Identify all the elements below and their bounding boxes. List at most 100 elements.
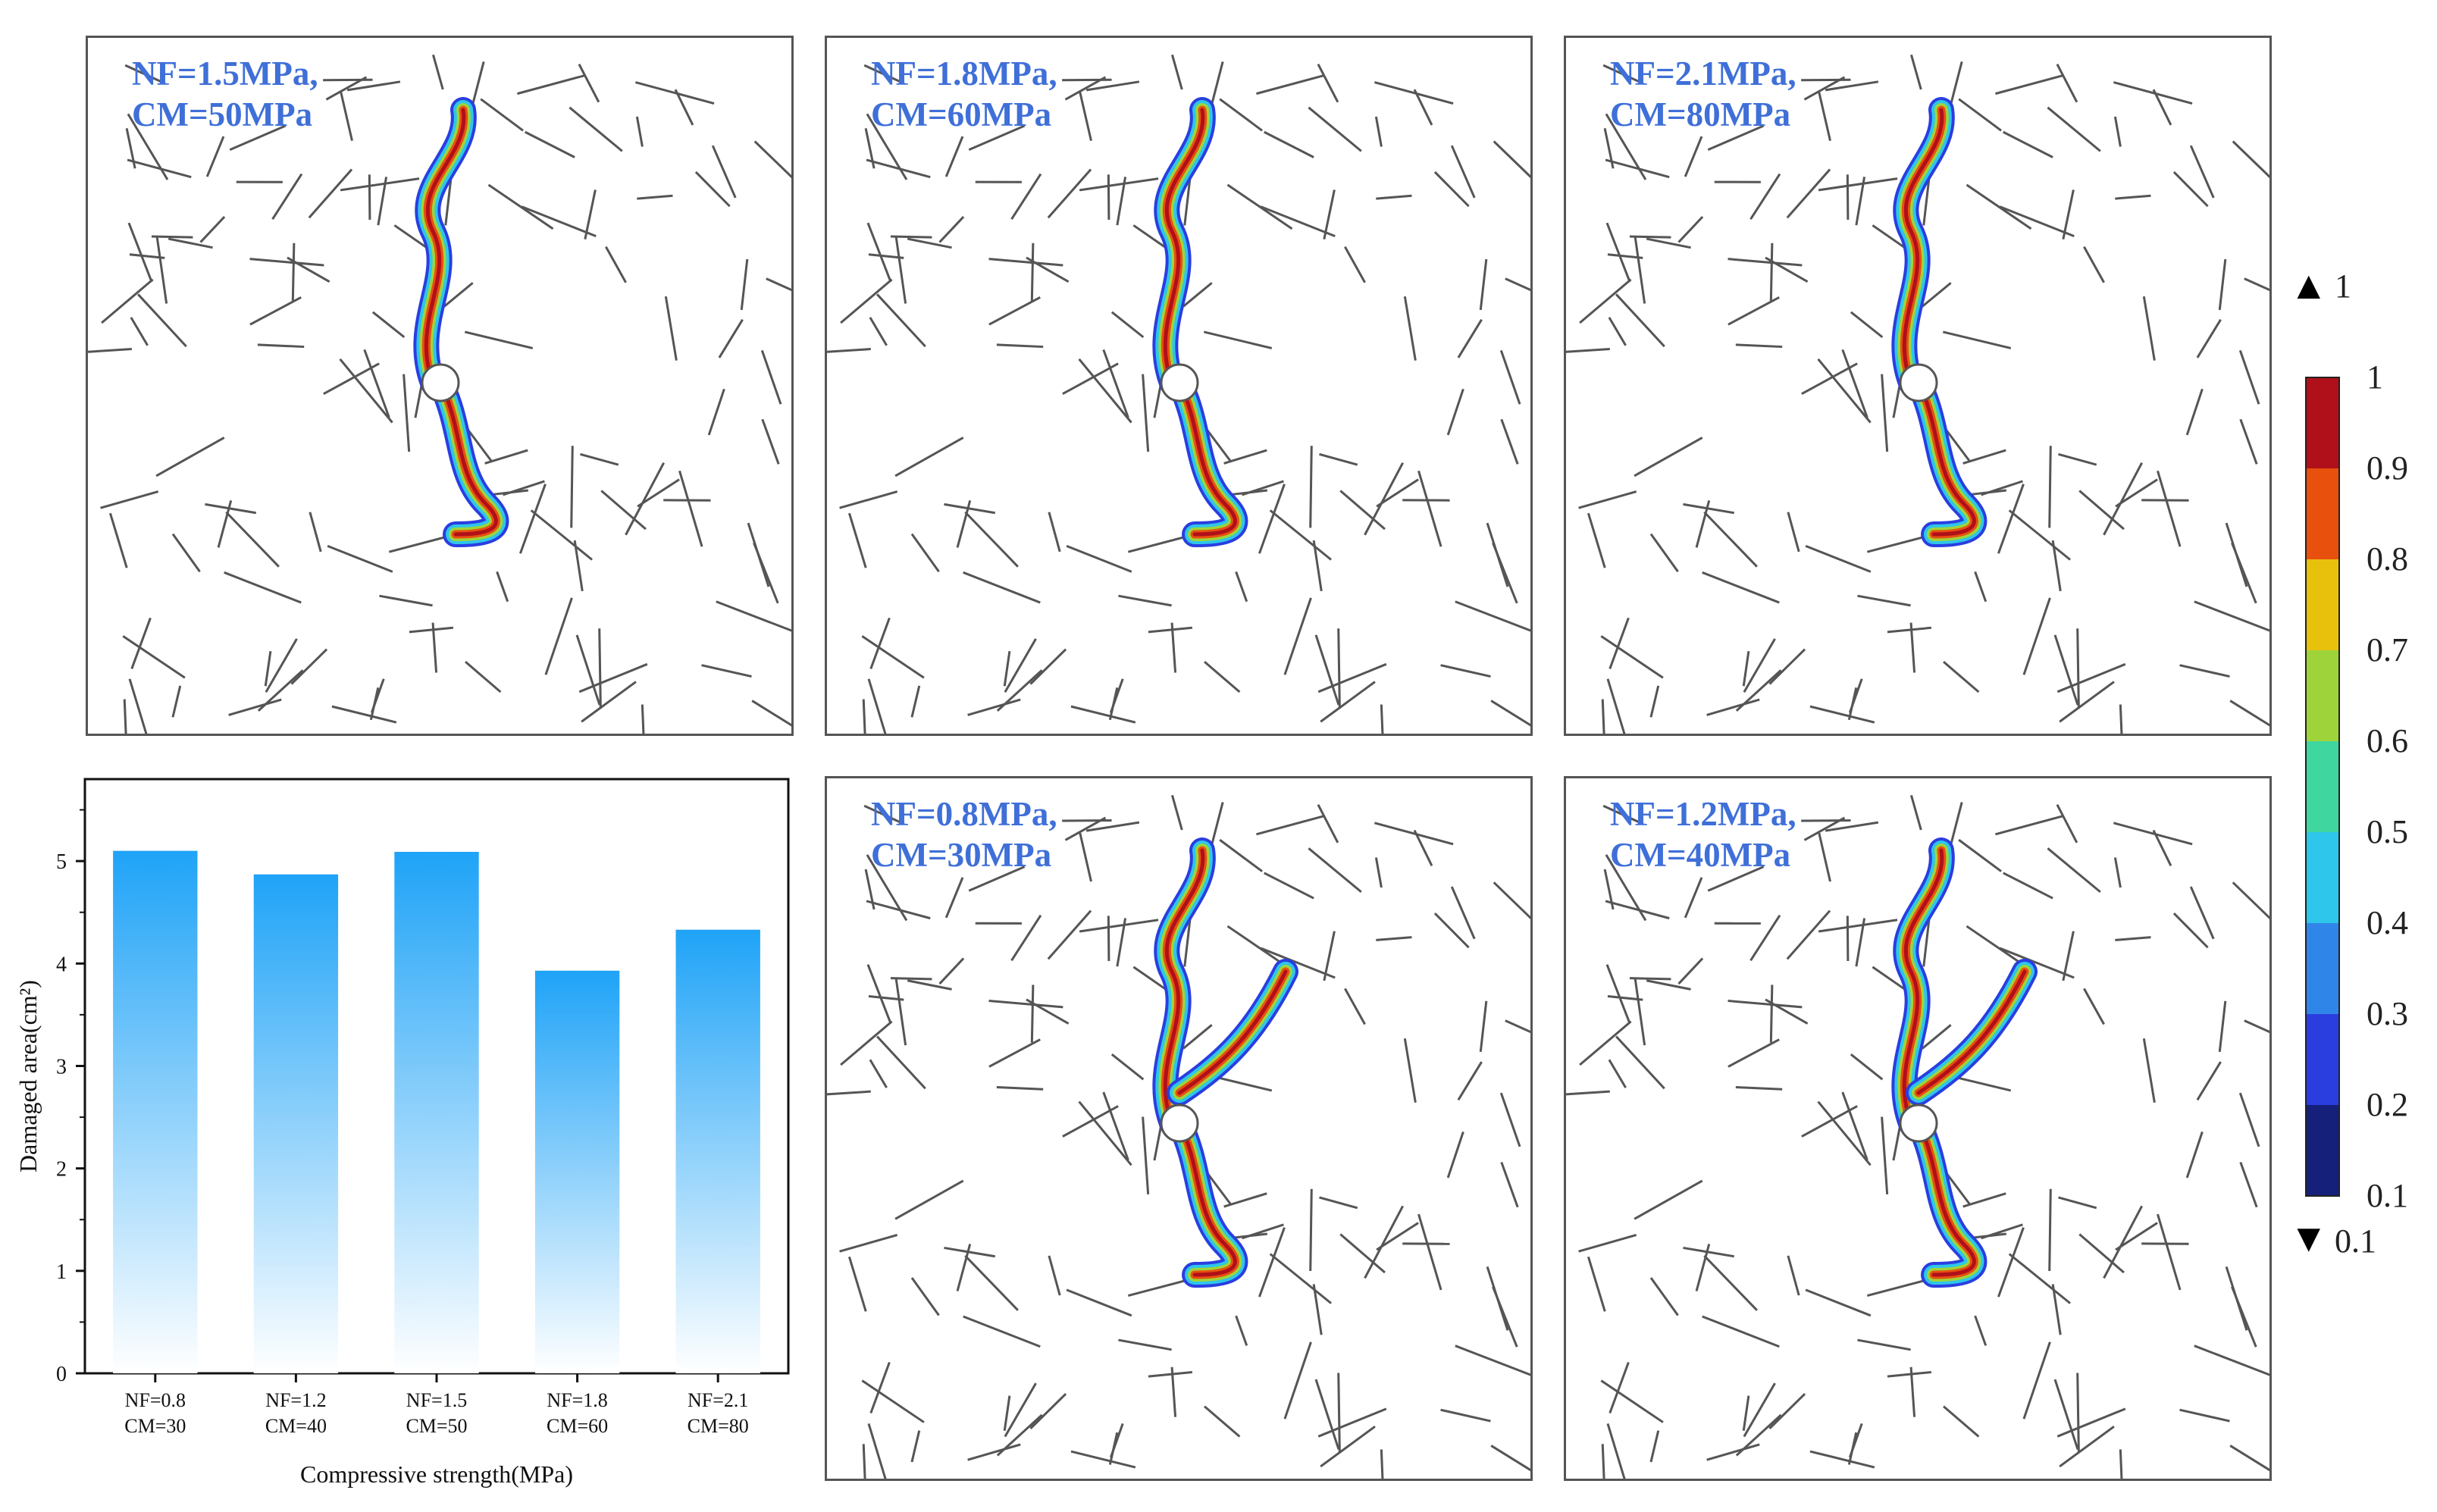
natural-fracture [1685,136,1702,177]
natural-fracture [1787,170,1830,218]
natural-fracture [1751,916,1780,961]
natural-fracture [2050,446,2051,527]
natural-fracture [2191,887,2213,939]
colorbar-segment [2306,559,2339,651]
natural-fracture [1071,1451,1135,1467]
natural-fracture [2197,320,2221,358]
natural-fracture [763,419,778,464]
colorbar-segment [2306,1105,2339,1197]
natural-fracture [1339,628,1340,709]
natural-fracture [1646,239,1690,248]
natural-fracture [503,481,545,495]
natural-fracture [324,364,379,394]
natural-fracture [2000,207,2074,236]
natural-fracture [2233,882,2269,938]
natural-fracture [1493,1287,1517,1347]
colorbar-tick-label: 0.7 [2367,631,2408,669]
natural-fracture [291,650,327,684]
colorbar-tick-label: 0.5 [2367,812,2408,851]
natural-fracture [1751,174,1780,220]
natural-fracture [1704,512,1757,567]
natural-fracture [1502,1163,1518,1207]
natural-fracture [2197,1062,2221,1100]
natural-fracture [1110,687,1117,719]
natural-fracture [1220,840,1262,872]
natural-fracture [2050,1189,2051,1271]
natural-fracture [1818,359,1871,423]
natural-fracture [666,296,676,361]
y-tick-label: 3 [56,1055,67,1078]
natural-fracture [1818,179,1897,190]
natural-fracture [293,243,294,301]
natural-fracture [465,332,532,349]
natural-fracture [1455,602,1530,631]
natural-fracture [1318,664,1386,691]
natural-fracture [1108,174,1109,220]
natural-fracture [2084,247,2103,283]
natural-fracture [1771,985,1772,1042]
natural-fracture [258,345,304,347]
natural-fracture [862,1381,924,1423]
natural-fracture [1806,1290,1871,1316]
natural-fracture [2115,858,2120,888]
natural-fracture [369,174,370,220]
natural-fracture [2078,628,2079,709]
natural-fracture [1204,1407,1239,1437]
natural-fracture [1004,651,1010,686]
natural-fracture [1728,297,1779,324]
natural-fracture [1959,840,2001,872]
natural-fracture [2232,1287,2256,1347]
natural-fracture [1601,636,1663,678]
natural-fracture [1505,1021,1530,1047]
natural-fracture [1579,492,1637,509]
natural-fracture [1480,1001,1486,1052]
bar-chart-svg: 012345NF=0.8CM=30NF=1.2CM=40NF=1.5CM=50N… [0,758,803,1508]
natural-fracture [1818,920,1897,931]
natural-fracture [1737,1415,1781,1456]
natural-fracture [2057,664,2125,691]
natural-fracture [2078,1373,2079,1453]
natural-fracture [1441,1410,1491,1421]
natural-fracture [404,374,409,452]
natural-fracture [1418,1214,1441,1290]
natural-fracture [101,492,158,509]
natural-fracture [716,602,791,631]
natural-fracture [1067,1290,1132,1316]
natural-fracture [1143,1117,1148,1194]
natural-fracture [1319,454,1357,465]
natural-fracture [1634,1181,1702,1219]
natural-fracture [2084,988,2103,1024]
natural-fracture [702,665,752,677]
natural-fracture [1602,700,1605,734]
natural-fracture [2115,938,2150,941]
wellbore-hole [1900,1105,1937,1141]
bar [394,852,478,1373]
natural-fracture [1819,833,1831,881]
natural-fracture [1458,320,1482,358]
natural-fracture [1566,1091,1610,1095]
natural-fracture [827,1091,871,1095]
natural-fracture [1651,686,1659,717]
natural-fracture [1381,1449,1383,1479]
natural-fracture [1030,1394,1066,1429]
natural-fracture [1270,510,1331,559]
natural-fracture [2187,1132,2202,1178]
y-axis-label: Damaged area(cm²) [14,980,42,1172]
natural-fracture [1455,1346,1530,1375]
natural-fracture [2055,1379,2078,1449]
panel-label: NF=1.2MPa,CM=40MPa [1610,794,1796,875]
natural-fracture [2057,64,2077,102]
natural-fracture [1374,83,1453,104]
damage-panel-1: NF=1.5MPa,CM=50MPa [86,36,794,736]
natural-fracture [1651,1431,1659,1462]
natural-fracture [1601,1381,1663,1423]
natural-fracture [1063,364,1118,394]
x-axis-label: Compressive strength(MPa) [300,1460,573,1488]
natural-fracture [1788,512,1799,552]
natural-fracture [1849,1432,1856,1464]
natural-fracture [2115,196,2150,199]
natural-fracture [131,318,148,346]
panel-label: NF=1.8MPa,CM=60MPa [871,53,1057,135]
natural-fracture [2219,1001,2226,1052]
natural-fracture [1319,1197,1357,1208]
